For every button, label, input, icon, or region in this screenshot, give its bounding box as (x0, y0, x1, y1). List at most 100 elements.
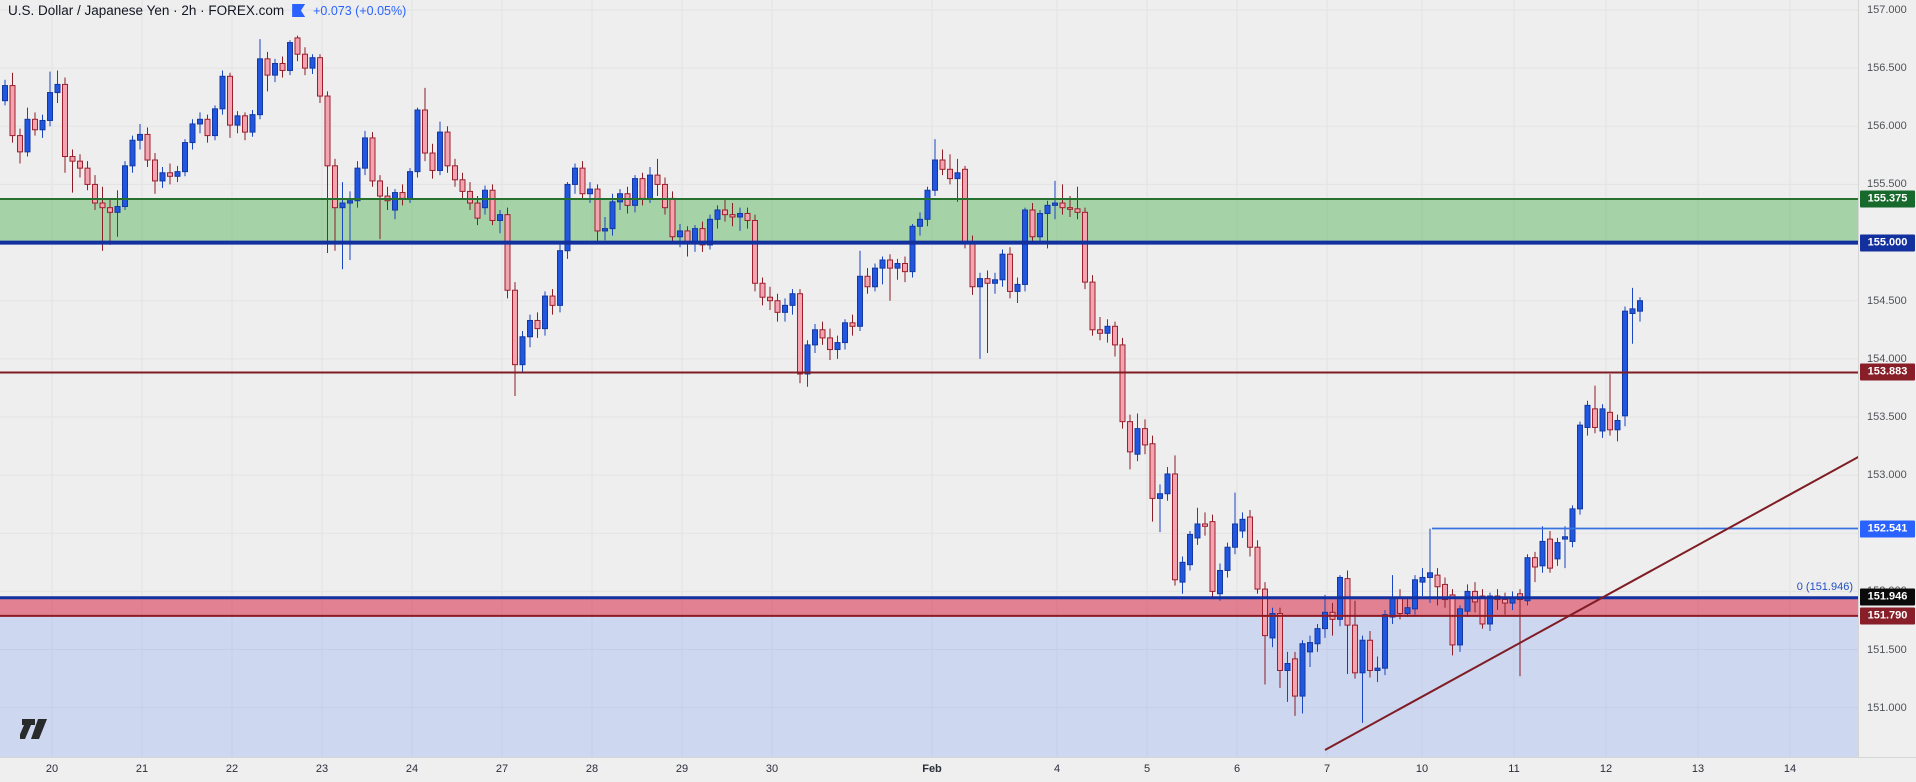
price-level-label: 151.790 (1860, 607, 1915, 625)
candle-body (962, 168, 968, 244)
candle-body (512, 289, 518, 366)
candle-body (1577, 424, 1583, 510)
candle-body (1217, 569, 1223, 595)
time-tick: 29 (675, 763, 689, 775)
candle-body (1374, 667, 1381, 671)
time-tick: 14 (1783, 763, 1797, 775)
candle-body (129, 139, 136, 167)
ascending-trendline[interactable] (1324, 455, 1858, 751)
symbol-title[interactable]: U.S. Dollar / Japanese Yen · 2h · FOREX.… (8, 3, 285, 18)
candle-body (219, 75, 226, 110)
candle-body (1389, 597, 1396, 618)
candle-body (369, 137, 376, 182)
candle-body (92, 183, 98, 204)
candle-body (114, 206, 121, 213)
candle-body (1247, 516, 1253, 548)
candle-body (437, 131, 443, 171)
candle-body (452, 165, 458, 181)
candle-body (212, 108, 218, 137)
candle-body (1614, 419, 1621, 431)
candle-body (954, 172, 961, 180)
price-axis[interactable]: 157.000 156.500 156.000 155.500 155.000 154.5… (1858, 0, 1916, 757)
candle-body (354, 167, 361, 202)
time-tick: 5 (1143, 763, 1151, 775)
candle-body (939, 159, 946, 170)
candle-body (947, 168, 953, 180)
candle-body (1262, 588, 1268, 637)
candle-body (872, 267, 878, 288)
candle-body (174, 171, 181, 177)
candle-body (1539, 540, 1546, 567)
candle-body (654, 174, 661, 185)
price-tick: 151.500 (1867, 643, 1907, 656)
candle-body (407, 171, 413, 199)
candle-body (242, 115, 248, 133)
candle-body (1532, 557, 1538, 568)
candle-body (677, 230, 683, 238)
candle-body (1307, 642, 1313, 653)
candle-body (1029, 209, 1036, 238)
time-tick: 13 (1691, 763, 1705, 775)
candle-body (159, 172, 166, 182)
candle-body (984, 278, 991, 284)
candle-body (1397, 597, 1403, 615)
candle-body (594, 188, 601, 232)
candle-body (804, 344, 811, 375)
candle-body (549, 295, 556, 306)
price-tick: 154.000 (1867, 352, 1907, 365)
candle-body (602, 228, 608, 232)
candle-body (1442, 583, 1448, 601)
time-axis[interactable]: 20 21 22 23 24 27 28 29 30 Feb 4 5 6 7 10 11 12 13 14 (0, 757, 1916, 782)
candle-body (714, 209, 721, 220)
candle-body (564, 183, 571, 252)
candle-body (1232, 523, 1238, 548)
candle-body (182, 142, 188, 173)
flag-icon[interactable] (292, 4, 306, 17)
candle-body (864, 275, 871, 288)
candle-body (1074, 208, 1081, 213)
candle-body (137, 133, 143, 141)
candle-body (662, 183, 668, 209)
price-tick: 155.500 (1867, 178, 1907, 191)
candle-body (669, 197, 676, 238)
demand-zone (0, 597, 1858, 616)
candle-body (1127, 421, 1133, 453)
candle-body (1224, 546, 1231, 571)
candle-body (579, 167, 586, 195)
candle-body (819, 329, 826, 339)
candle-body (144, 133, 151, 161)
candle-body (302, 53, 308, 69)
candle-body (377, 180, 383, 197)
lower-zone (0, 615, 1858, 757)
time-tick: 7 (1323, 763, 1331, 775)
chart-canvas[interactable] (0, 0, 1858, 757)
candle-body (909, 225, 916, 273)
candle-body (1269, 613, 1276, 639)
candle-body (1434, 574, 1441, 588)
candle-body (782, 304, 788, 313)
candle-body (294, 37, 301, 55)
candle-body (1022, 209, 1028, 285)
price-level-label: 155.000 (1860, 234, 1915, 252)
price-level-label: 155.375 (1860, 190, 1915, 208)
candle-body (1157, 493, 1163, 499)
candle-body (857, 275, 863, 327)
candle-body (827, 337, 833, 351)
chart-plot-area[interactable] (0, 0, 1858, 757)
candle-body (167, 172, 173, 177)
tradingview-logo[interactable] (20, 716, 56, 742)
candle-body (234, 115, 241, 126)
candle-body (362, 137, 368, 169)
candle-body (84, 167, 91, 185)
candle-body (429, 152, 436, 171)
candle-body (1202, 523, 1208, 527)
candle-body (1292, 658, 1298, 697)
candle-body (722, 209, 728, 216)
candle-body (1089, 281, 1096, 331)
candle-body (24, 118, 31, 153)
candle-body (1464, 590, 1471, 612)
candle-body (534, 319, 541, 330)
candle-body (317, 57, 323, 97)
candle-body (9, 85, 16, 137)
